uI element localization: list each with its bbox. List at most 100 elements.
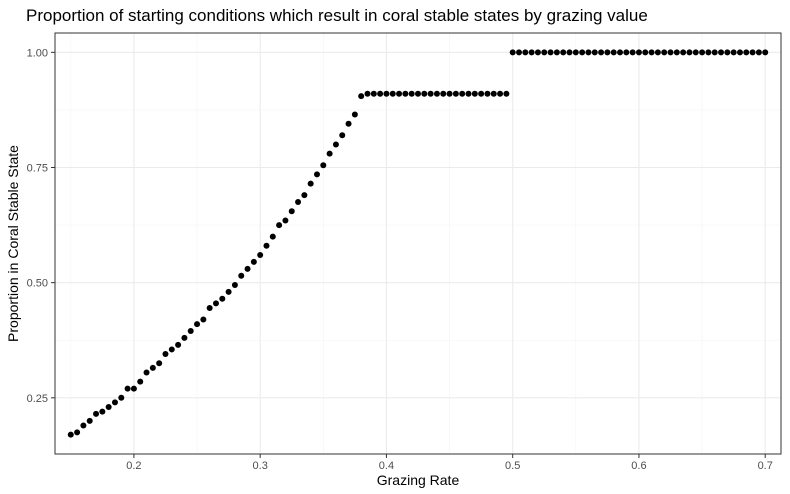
y-tick-label: 0.75 xyxy=(27,162,48,174)
data-point xyxy=(635,49,642,56)
data-point xyxy=(452,90,459,97)
data-point xyxy=(522,49,529,56)
data-point xyxy=(345,120,352,127)
data-point xyxy=(263,242,270,249)
data-point xyxy=(244,265,251,272)
data-point xyxy=(295,199,302,206)
data-point xyxy=(332,141,339,148)
data-point xyxy=(389,90,396,97)
data-point xyxy=(168,346,175,353)
data-point xyxy=(661,49,668,56)
y-axis-title: Proportion in Coral Stable State xyxy=(5,145,21,342)
data-point xyxy=(194,321,201,328)
data-point xyxy=(553,49,560,56)
data-point xyxy=(143,369,150,376)
data-point xyxy=(212,300,219,307)
data-point xyxy=(288,208,295,215)
data-point xyxy=(667,49,674,56)
data-point xyxy=(541,49,548,56)
data-point xyxy=(276,222,283,229)
plot-panel-border xyxy=(54,32,782,455)
data-point xyxy=(206,304,213,311)
data-point xyxy=(111,399,118,406)
data-point xyxy=(440,90,447,97)
x-tick-label: 0.5 xyxy=(505,460,520,472)
data-point xyxy=(446,90,453,97)
data-point xyxy=(175,341,182,348)
data-point xyxy=(99,408,106,415)
data-point xyxy=(730,49,737,56)
data-point xyxy=(465,90,472,97)
data-point xyxy=(585,49,592,56)
axes: 0.2 0.3 0.4 0.5 0.6 0.7 0.25 0.50 0.75 1.00 xyxy=(27,47,773,472)
data-point xyxy=(629,49,636,56)
data-point xyxy=(547,49,554,56)
data-point xyxy=(509,49,516,56)
data-point xyxy=(736,49,743,56)
data-point xyxy=(528,49,535,56)
data-point xyxy=(130,385,137,392)
data-point xyxy=(673,49,680,56)
data-points xyxy=(67,49,769,438)
x-tick-label: 0.7 xyxy=(758,460,773,472)
y-tick-label: 0.25 xyxy=(27,393,48,405)
data-point xyxy=(124,385,131,392)
data-point xyxy=(534,49,541,56)
data-point xyxy=(743,49,750,56)
data-point xyxy=(383,90,390,97)
data-point xyxy=(181,334,188,341)
data-point xyxy=(497,90,504,97)
data-point xyxy=(718,49,725,56)
data-point xyxy=(427,90,434,97)
data-point xyxy=(351,111,358,118)
data-point xyxy=(642,49,649,56)
data-point xyxy=(269,233,276,240)
data-point xyxy=(591,49,598,56)
data-point xyxy=(200,316,207,323)
data-point xyxy=(680,49,687,56)
data-point xyxy=(282,217,289,224)
data-point xyxy=(339,132,346,139)
data-point xyxy=(598,49,605,56)
data-point xyxy=(654,49,661,56)
data-point xyxy=(724,49,731,56)
data-point xyxy=(572,49,579,56)
data-point xyxy=(250,258,257,265)
x-tick-label: 0.4 xyxy=(379,460,394,472)
data-point xyxy=(257,252,264,259)
data-point xyxy=(408,90,415,97)
data-point xyxy=(705,49,712,56)
data-point xyxy=(219,295,226,302)
data-point xyxy=(358,93,365,100)
data-point xyxy=(459,90,466,97)
data-point xyxy=(320,162,327,169)
data-point xyxy=(162,351,169,358)
data-point xyxy=(370,90,377,97)
data-point xyxy=(566,49,573,56)
data-point xyxy=(326,150,333,157)
data-point xyxy=(149,364,156,371)
data-point xyxy=(156,360,163,367)
data-point xyxy=(86,417,93,424)
y-tick-label: 0.50 xyxy=(27,278,48,290)
data-point xyxy=(74,429,81,436)
data-point xyxy=(187,328,194,335)
data-point xyxy=(307,180,314,187)
data-point xyxy=(686,49,693,56)
data-point xyxy=(67,431,74,438)
data-point xyxy=(516,49,523,56)
data-point xyxy=(93,410,100,417)
x-tick-label: 0.2 xyxy=(126,460,141,472)
grid xyxy=(55,33,781,454)
data-point xyxy=(118,394,125,401)
data-point xyxy=(364,90,371,97)
data-point xyxy=(396,90,403,97)
data-point xyxy=(421,90,428,97)
data-point xyxy=(648,49,655,56)
data-point xyxy=(137,378,144,385)
data-point xyxy=(699,49,706,56)
data-point xyxy=(238,272,245,279)
chart-title: Proportion of starting conditions which … xyxy=(26,6,648,25)
data-point xyxy=(231,281,238,288)
data-point xyxy=(478,90,485,97)
